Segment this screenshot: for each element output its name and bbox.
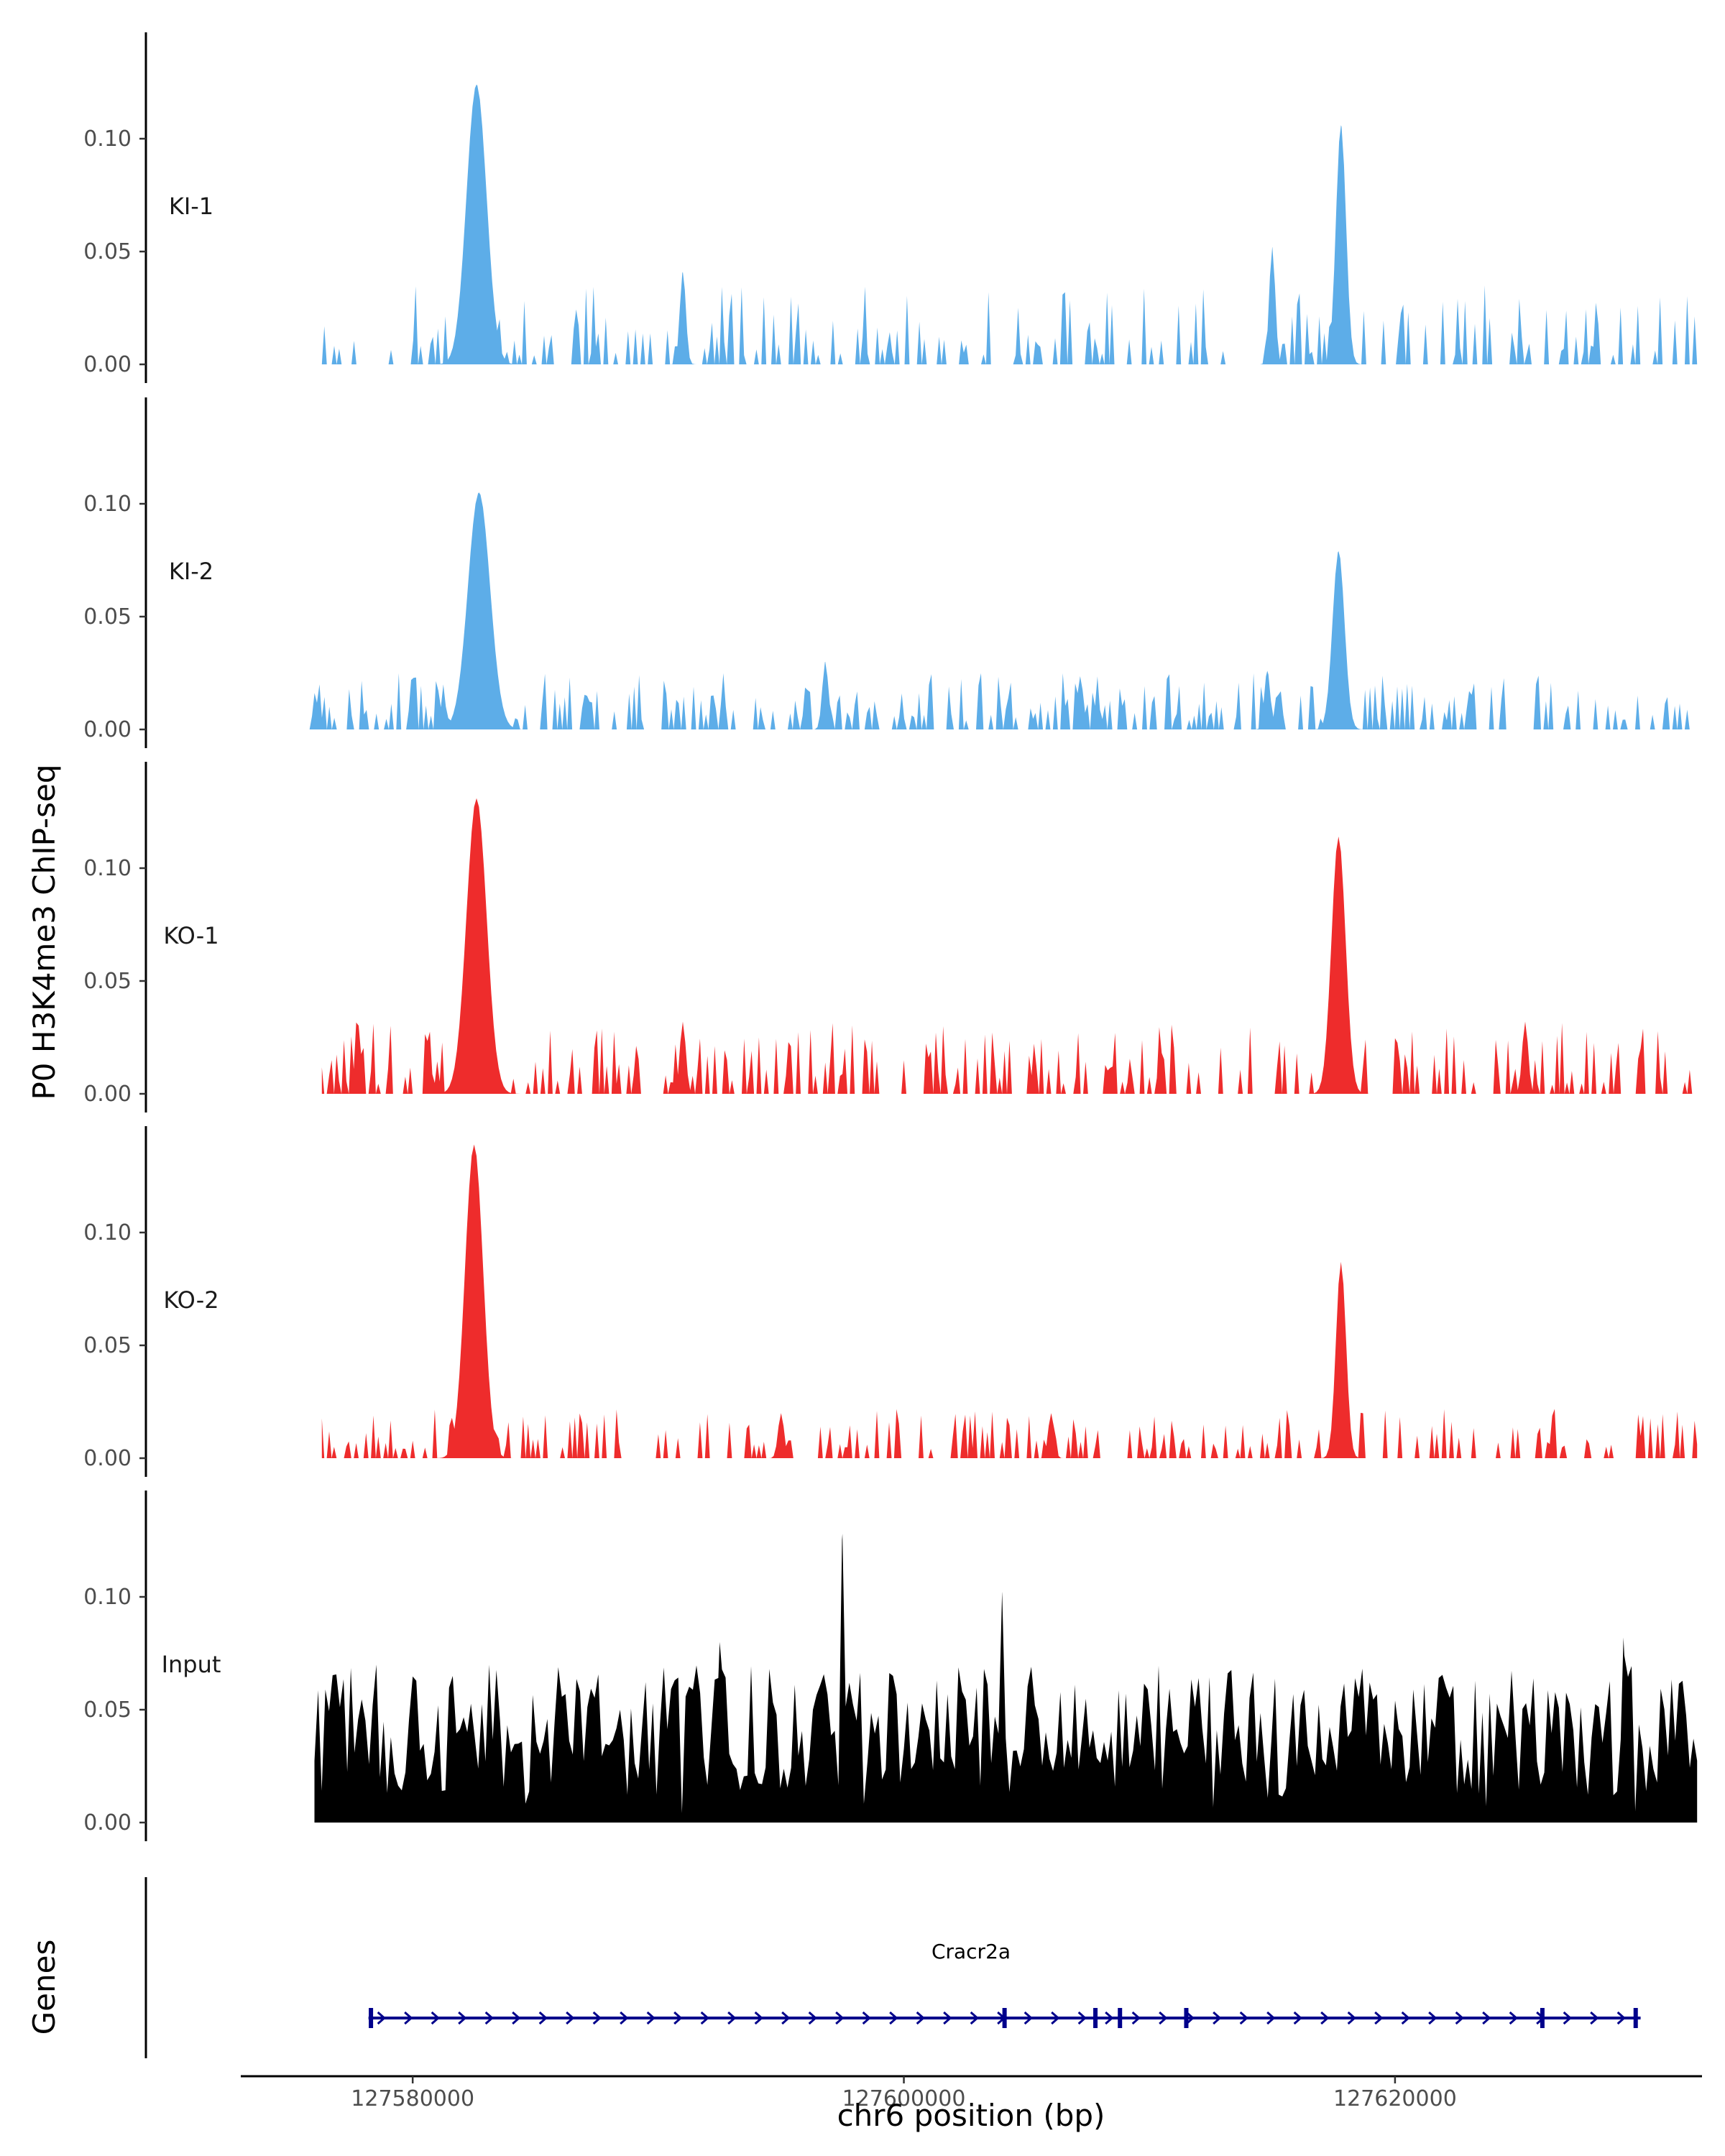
track-label: KO-2	[163, 1286, 218, 1314]
strand-arrow	[916, 2011, 925, 2025]
track-input: 0.00 0.05 0.10 Input	[83, 1491, 1698, 1841]
strand-arrow	[484, 2011, 494, 2025]
strand-arrow	[1374, 2011, 1384, 2025]
strand-arrow	[889, 2011, 898, 2025]
y-tick-label: 0.00	[83, 1082, 132, 1107]
strand-arrow	[1455, 2011, 1464, 2025]
y-axis-title: P0 H3K4me3 ChIP-seq	[27, 764, 62, 1100]
strand-arrow	[592, 2011, 602, 2025]
strand-arrow	[1347, 2011, 1356, 2025]
strand-arrow	[538, 2011, 548, 2025]
exon	[1540, 2008, 1545, 2028]
x-axis: 127580000 127600000 127620000	[241, 2075, 1702, 2111]
exon	[369, 2008, 374, 2028]
tracks-layer: 0.00 0.05 0.10 KI-1 0.00 0.05 0.10 KI-2 0.00 0.05…	[83, 32, 1698, 1841]
y-tick-label: 0.10	[83, 856, 132, 881]
strand-arrow	[1266, 2011, 1276, 2025]
strand-arrow	[1077, 2011, 1087, 2025]
signal-area-ko-1	[321, 798, 1698, 1094]
strand-arrow	[1105, 2011, 1114, 2025]
y-tick-label: 0.00	[83, 1446, 132, 1471]
x-tick-label: 127580000	[351, 2086, 474, 2111]
y-tick-label: 0.05	[83, 1697, 132, 1723]
y-tick-label: 0.00	[83, 352, 132, 377]
strand-arrow	[700, 2011, 709, 2025]
strand-arrow	[1185, 2011, 1195, 2025]
genes-track: Cracr2a	[144, 1877, 1641, 2058]
y-tick-label: 0.10	[83, 1585, 132, 1610]
strand-arrow	[1051, 2011, 1060, 2025]
y-tick-label: 0.05	[83, 239, 132, 264]
x-tick-label: 127600000	[842, 2086, 966, 2111]
strand-arrow	[1563, 2011, 1572, 2025]
exon	[1118, 2008, 1123, 2028]
strand-arrow	[1239, 2011, 1248, 2025]
strand-arrow	[1320, 2011, 1330, 2025]
x-axis-title: chr6 position (bp)	[837, 2098, 1105, 2133]
track-ko-1: 0.00 0.05 0.10 KO-1	[83, 762, 1698, 1112]
strand-arrow	[1213, 2011, 1222, 2025]
strand-arrow	[943, 2011, 952, 2025]
strand-arrow	[512, 2011, 521, 2025]
track-ki-1: 0.00 0.05 0.10 KI-1	[83, 32, 1698, 383]
signal-area-input	[314, 1534, 1698, 1823]
y-tick-label: 0.10	[83, 1220, 132, 1245]
y-tick-label: 0.00	[83, 1810, 132, 1835]
strand-arrow	[727, 2011, 737, 2025]
exon	[1093, 2008, 1098, 2028]
strand-arrow	[835, 2011, 845, 2025]
strand-arrow	[646, 2011, 656, 2025]
y-tick-label: 0.05	[83, 604, 132, 630]
track-label: KO-1	[163, 922, 218, 949]
y-tick-label: 0.10	[83, 492, 132, 517]
strand-arrow	[620, 2011, 629, 2025]
strand-arrow	[808, 2011, 817, 2025]
track-ko-2: 0.00 0.05 0.10 KO-2	[83, 1126, 1698, 1477]
x-tick-label: 127620000	[1333, 2086, 1457, 2111]
strand-arrow	[781, 2011, 791, 2025]
strand-arrow	[1159, 2011, 1168, 2025]
exon	[1002, 2008, 1007, 2028]
genes-track-title: Genes	[27, 1940, 62, 2035]
strand-arrow	[754, 2011, 763, 2025]
strand-arrow	[673, 2011, 683, 2025]
strand-arrow	[566, 2011, 575, 2025]
strand-arrow	[458, 2011, 467, 2025]
strand-arrow	[1401, 2011, 1410, 2025]
strand-arrow	[404, 2011, 413, 2025]
strand-arrow	[1616, 2011, 1626, 2025]
strand-arrow	[1293, 2011, 1302, 2025]
track-label: Input	[162, 1651, 221, 1678]
strand-arrow	[377, 2011, 386, 2025]
gene-name: Cracr2a	[932, 1940, 1011, 1963]
exon	[1184, 2008, 1189, 2028]
strand-arrow	[862, 2011, 871, 2025]
track-label: KI-2	[169, 558, 213, 585]
y-tick-label: 0.05	[83, 1333, 132, 1358]
y-tick-label: 0.05	[83, 969, 132, 994]
strand-arrow	[1428, 2011, 1438, 2025]
strand-arrow	[1024, 2011, 1033, 2025]
strand-arrow	[970, 2011, 979, 2025]
strand-arrow	[1509, 2011, 1518, 2025]
strand-arrow	[1590, 2011, 1599, 2025]
y-tick-label: 0.00	[83, 717, 132, 742]
y-tick-label: 0.10	[83, 126, 132, 152]
strand-arrow	[1131, 2011, 1141, 2025]
exon	[1633, 2008, 1638, 2028]
track-ki-2: 0.00 0.05 0.10 KI-2	[83, 397, 1698, 748]
strand-arrow	[1482, 2011, 1491, 2025]
track-label: KI-1	[169, 193, 213, 220]
strand-arrow	[431, 2011, 440, 2025]
signal-area-ko-2	[321, 1144, 1698, 1458]
